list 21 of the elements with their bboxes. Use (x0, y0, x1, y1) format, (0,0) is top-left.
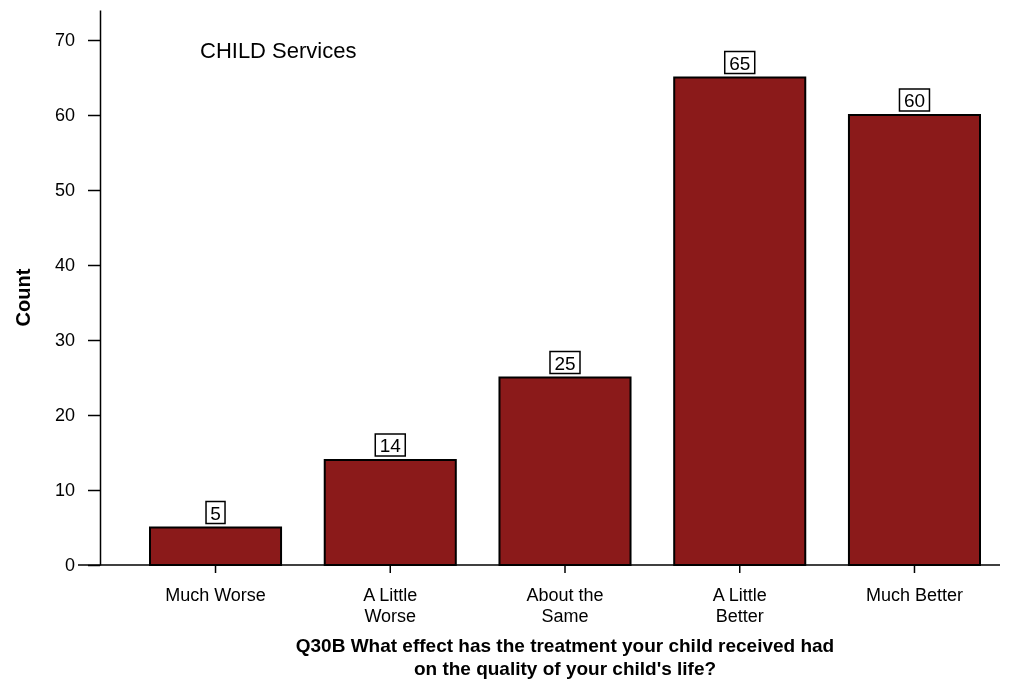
x-axis-title: Q30B What effect has the treatment your child received had on the quality of your child's life? (295, 635, 835, 679)
data-label: 5 (210, 502, 221, 524)
x-tick-label: A Little Worse (363, 585, 418, 626)
y-tick-label: 10 (54, 480, 75, 501)
data-label: 14 (379, 435, 402, 456)
y-tick-label: 20 (54, 405, 75, 426)
y-tick-label: 30 (54, 330, 75, 351)
y-tick-label: 0 (64, 555, 75, 576)
x-tick-label: Much Worse (165, 585, 266, 605)
y-tick-label: 50 (54, 180, 75, 201)
y-tick-label: 40 (54, 255, 75, 276)
y-tick-label: 60 (54, 105, 75, 126)
data-label: 65 (729, 52, 751, 74)
text: CHILD Services (200, 38, 357, 63)
x-tick-label: A Little Better (712, 585, 767, 626)
data-label: 60 (903, 90, 926, 111)
data-label: 25 (554, 352, 576, 374)
x-tick-label: About the Same (526, 585, 604, 626)
y-tick-label: 70 (54, 30, 75, 51)
y-axis-title: Count (12, 268, 34, 327)
x-tick-label: Much Better (865, 585, 963, 605)
